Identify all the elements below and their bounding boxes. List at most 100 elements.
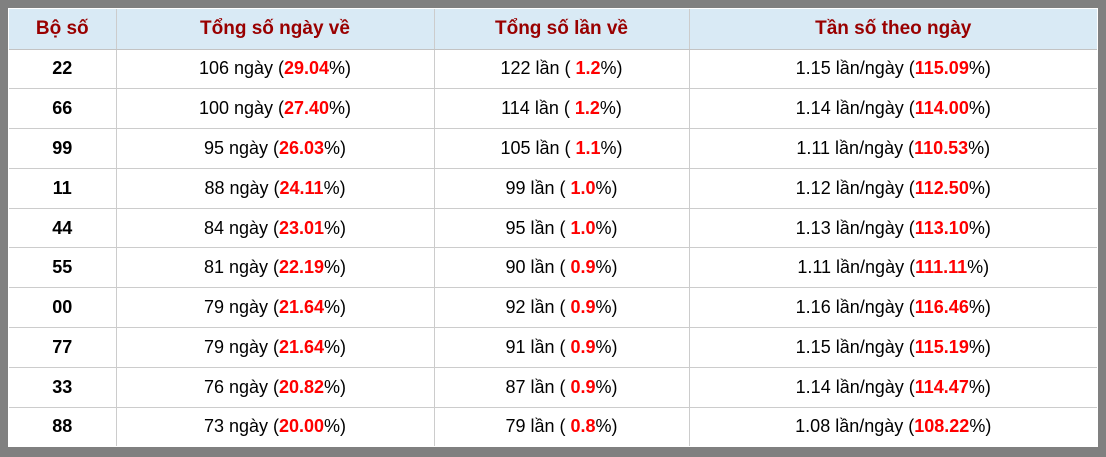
days-text: 88 ngày (	[204, 177, 280, 198]
pair-value: 33	[52, 376, 73, 397]
table-body: 22 106 ngày (29.04%) 122 lần ( 1.2%) 1.1…	[9, 48, 1097, 446]
header-frequency: Tần số theo ngày	[688, 9, 1097, 50]
table-row: 77 79 ngày (21.64%) 91 lần ( 0.9%) 1.15 …	[9, 326, 1097, 368]
frequency-cell: 1.15 lần/ngày (115.19%)	[688, 326, 1097, 368]
days-text: 79 ngày (	[203, 336, 279, 357]
times-close: %)	[595, 336, 618, 357]
frequency-cell: 1.12 lần/ngày (112.50%)	[688, 167, 1097, 209]
header-total-times: Tổng số lần về	[433, 9, 690, 50]
pair-cell: 33	[9, 366, 117, 408]
freq-text: 1.14 lần/ngày (	[795, 376, 915, 397]
total-days-cell: 73 ngày (20.00%)	[115, 406, 435, 446]
header-pair: Bộ số	[9, 9, 117, 50]
pair-cell: 55	[9, 247, 117, 289]
times-percent: 1.2	[575, 58, 601, 79]
total-days-cell: 106 ngày (29.04%)	[115, 48, 435, 90]
pair-value: 44	[52, 217, 73, 238]
table-row: 44 84 ngày (23.01%) 95 lần ( 1.0%) 1.13 …	[9, 207, 1097, 249]
days-percent: 29.04	[284, 58, 330, 79]
days-close: %)	[323, 177, 346, 198]
pair-value: 55	[52, 257, 73, 278]
total-times-cell: 105 lần ( 1.1%)	[433, 128, 690, 169]
days-percent: 22.19	[279, 257, 325, 278]
days-text: 106 ngày (	[198, 58, 284, 79]
table-header: Bộ số Tổng số ngày về Tổng số lần về Tần…	[9, 9, 1097, 50]
times-text: 122 lần (	[500, 58, 576, 79]
days-text: 79 ngày (	[203, 297, 279, 318]
times-text: 90 lần (	[505, 257, 571, 278]
pair-cell: 00	[9, 287, 117, 328]
pair-value: 22	[52, 58, 73, 79]
lottery-stats-table: Bộ số Tổng số ngày về Tổng số lần về Tần…	[9, 9, 1097, 446]
pair-value: 99	[52, 137, 73, 158]
stats-table-container: Bộ số Tổng số ngày về Tổng số lần về Tần…	[8, 8, 1098, 447]
total-days-cell: 76 ngày (20.82%)	[115, 366, 435, 408]
days-percent: 24.11	[279, 177, 324, 198]
frequency-cell: 1.08 lần/ngày (108.22%)	[688, 406, 1097, 446]
table-row: 22 106 ngày (29.04%) 122 lần ( 1.2%) 1.1…	[9, 48, 1097, 90]
freq-text: 1.11 lần/ngày (	[797, 257, 916, 278]
freq-close: %)	[969, 416, 992, 437]
times-percent: 0.8	[570, 416, 596, 437]
pair-cell: 99	[9, 128, 117, 169]
pair-cell: 66	[9, 88, 117, 130]
days-percent: 23.01	[279, 217, 325, 238]
freq-close: %)	[968, 98, 991, 119]
frequency-cell: 1.13 lần/ngày (113.10%)	[688, 207, 1097, 249]
days-percent: 20.00	[279, 416, 325, 437]
times-close: %)	[595, 376, 618, 397]
times-percent: 0.9	[570, 257, 596, 278]
pair-cell: 44	[9, 207, 117, 249]
freq-close: %)	[968, 297, 991, 318]
days-text: 81 ngày (	[203, 257, 279, 278]
total-times-cell: 92 lần ( 0.9%)	[433, 287, 690, 328]
freq-close: %)	[968, 137, 991, 158]
days-text: 100 ngày (	[198, 98, 284, 119]
times-percent: 0.9	[570, 297, 596, 318]
days-percent: 21.64	[279, 336, 325, 357]
pair-cell: 11	[9, 167, 117, 209]
table-row: 00 79 ngày (21.64%) 92 lần ( 0.9%) 1.16 …	[9, 287, 1097, 328]
freq-text: 1.11 lần/ngày (	[796, 137, 915, 158]
times-text: 91 lần (	[505, 336, 571, 357]
times-percent: 1.1	[575, 137, 601, 158]
pair-cell: 22	[9, 48, 117, 90]
freq-close: %)	[968, 177, 991, 198]
days-text: 76 ngày (	[203, 376, 279, 397]
pair-value: 77	[52, 336, 73, 357]
pair-cell: 88	[9, 406, 117, 446]
freq-close: %)	[967, 257, 990, 278]
days-close: %)	[329, 98, 352, 119]
times-close: %)	[595, 416, 618, 437]
pair-cell: 77	[9, 326, 117, 368]
times-text: 79 lần (	[505, 416, 571, 437]
days-close: %)	[324, 137, 347, 158]
times-close: %)	[599, 98, 622, 119]
times-text: 99 lần (	[505, 177, 571, 198]
times-percent: 1.2	[574, 98, 600, 119]
total-times-cell: 114 lần ( 1.2%)	[433, 88, 690, 130]
freq-close: %)	[968, 336, 991, 357]
total-times-cell: 122 lần ( 1.2%)	[433, 48, 690, 90]
total-days-cell: 95 ngày (26.03%)	[115, 128, 435, 169]
freq-text: 1.15 lần/ngày (	[795, 336, 915, 357]
pair-value: 66	[52, 98, 73, 119]
freq-close: %)	[968, 376, 991, 397]
table-row: 55 81 ngày (22.19%) 90 lần ( 0.9%) 1.11 …	[9, 247, 1097, 289]
times-close: %)	[600, 58, 623, 79]
freq-percent: 112.50	[914, 177, 969, 198]
days-percent: 20.82	[279, 376, 325, 397]
table-row: 33 76 ngày (20.82%) 87 lần ( 0.9%) 1.14 …	[9, 366, 1097, 408]
table-row: 11 88 ngày (24.11%) 99 lần ( 1.0%) 1.12 …	[9, 167, 1097, 209]
days-close: %)	[324, 297, 347, 318]
days-percent: 26.03	[279, 137, 325, 158]
freq-text: 1.14 lần/ngày (	[795, 98, 915, 119]
total-times-cell: 79 lần ( 0.8%)	[433, 406, 690, 446]
days-text: 84 ngày (	[203, 217, 279, 238]
pair-value: 88	[52, 416, 73, 437]
freq-close: %)	[968, 217, 991, 238]
times-percent: 1.0	[570, 177, 596, 198]
pair-value: 11	[52, 177, 72, 198]
freq-percent: 110.53	[914, 137, 969, 158]
days-close: %)	[324, 416, 347, 437]
